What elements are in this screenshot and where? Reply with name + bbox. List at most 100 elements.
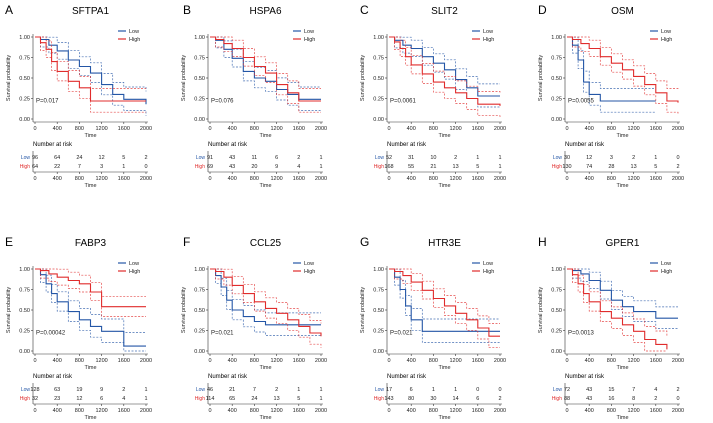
x-axis-label: Time xyxy=(84,365,96,371)
low-survival-curve xyxy=(567,36,656,102)
risk-cell-low: 31 xyxy=(408,155,414,161)
legend-high-label: High xyxy=(661,269,672,275)
panel-letter: H xyxy=(538,235,547,249)
risk-table-title: Number at risk xyxy=(208,374,248,380)
risk-cell-high: 9 xyxy=(275,164,278,170)
y-tick-label: 0.75 xyxy=(194,288,205,294)
y-tick-label: 0.00 xyxy=(551,117,562,123)
high-ci-lower xyxy=(210,36,321,113)
risk-cell-high: 80 xyxy=(408,396,414,402)
low-ci-lower xyxy=(567,268,678,329)
risk-x-tick-label: 2000 xyxy=(140,408,152,414)
risk-cell-low: 6 xyxy=(275,155,278,161)
p-value: P=0.021 xyxy=(211,331,234,337)
y-tick-label: 1.00 xyxy=(551,267,562,273)
risk-cell-low: 9 xyxy=(100,387,103,393)
x-tick-label: 1600 xyxy=(293,358,305,364)
low-ci-lower xyxy=(567,36,656,113)
risk-x-tick-label: 400 xyxy=(585,408,594,414)
legend-high-label: High xyxy=(304,269,315,275)
risk-cell-low: 11 xyxy=(252,155,258,161)
risk-cell-low: 91 xyxy=(207,155,213,161)
risk-cell-high: 55 xyxy=(408,164,414,170)
risk-x-tick-label: 0 xyxy=(33,408,36,414)
risk-cell-high: 43 xyxy=(586,396,592,402)
x-tick-label: 0 xyxy=(208,358,211,364)
y-tick-label: 0.00 xyxy=(194,349,205,355)
y-tick-label: 0.75 xyxy=(19,288,30,294)
risk-cell-high: 13 xyxy=(631,164,637,170)
y-tick-label: 1.00 xyxy=(194,35,205,41)
y-tick-label: 0.50 xyxy=(19,308,30,314)
y-tick-label: 0.25 xyxy=(194,97,205,103)
low-survival-curve xyxy=(35,268,146,347)
risk-x-tick-label: 1600 xyxy=(118,176,130,182)
high-ci-lower xyxy=(389,268,500,349)
risk-cell-low: 2 xyxy=(275,387,278,393)
risk-cell-high: 69 xyxy=(207,164,213,170)
risk-x-tick-label: 400 xyxy=(407,176,416,182)
x-tick-label: 0 xyxy=(387,358,390,364)
p-value: P=0.0061 xyxy=(390,99,417,105)
km-panel-d: D OSM 0.00 0.25 0.50 0.75 1.00 Survival probabi… xyxy=(538,3,684,189)
risk-x-axis-label: Time xyxy=(438,415,450,421)
risk-cell-low: 64 xyxy=(54,155,60,161)
x-tick-label: 1600 xyxy=(650,126,662,132)
legend-low-label: Low xyxy=(304,29,314,35)
high-survival-curve xyxy=(210,268,322,337)
risk-x-tick-label: 1600 xyxy=(472,408,484,414)
risk-cell-low: 2 xyxy=(144,155,147,161)
low-ci-upper xyxy=(389,268,500,320)
km-panel-h: H GPER1 0.00 0.25 0.50 0.75 1.00 Survival proba… xyxy=(538,235,684,421)
x-tick-label: 1600 xyxy=(118,126,130,132)
risk-row-label-high: High xyxy=(374,396,385,402)
risk-cell-low: 1 xyxy=(297,387,300,393)
x-tick-label: 400 xyxy=(585,358,594,364)
risk-cell-low: 12 xyxy=(586,155,592,161)
risk-row-label-high: High xyxy=(195,396,206,402)
risk-cell-high: 0 xyxy=(676,396,679,402)
risk-cell-high: 0 xyxy=(144,164,147,170)
high-ci-lower xyxy=(567,268,667,352)
risk-cell-high: 5 xyxy=(476,164,479,170)
panel-title: HSPA6 xyxy=(249,6,281,17)
risk-x-tick-label: 1600 xyxy=(472,176,484,182)
risk-x-tick-label: 800 xyxy=(250,176,259,182)
y-tick-label: 0.00 xyxy=(373,117,384,123)
risk-x-tick-label: 1200 xyxy=(95,408,107,414)
x-tick-label: 400 xyxy=(585,126,594,132)
risk-cell-low: 3 xyxy=(610,155,613,161)
risk-x-tick-label: 2000 xyxy=(672,176,684,182)
x-tick-label: 0 xyxy=(33,358,36,364)
risk-x-tick-label: 1600 xyxy=(650,408,662,414)
risk-row-label-high: High xyxy=(20,164,31,170)
x-tick-label: 1200 xyxy=(449,126,461,132)
risk-x-tick-label: 2000 xyxy=(315,408,327,414)
high-ci-lower xyxy=(35,268,146,317)
y-tick-label: 0.00 xyxy=(373,349,384,355)
risk-cell-low: 128 xyxy=(30,387,39,393)
risk-cell-high: 28 xyxy=(608,164,614,170)
x-tick-label: 1200 xyxy=(270,126,282,132)
panel-letter: A xyxy=(5,3,13,17)
risk-cell-low: 1 xyxy=(498,155,501,161)
x-tick-label: 2000 xyxy=(672,358,684,364)
risk-cell-high: 4 xyxy=(122,396,125,402)
risk-cell-low: 1 xyxy=(144,387,147,393)
risk-x-tick-label: 1600 xyxy=(118,408,130,414)
high-ci-upper xyxy=(389,268,500,324)
x-tick-label: 1200 xyxy=(627,358,639,364)
x-tick-label: 0 xyxy=(565,126,568,132)
risk-x-tick-label: 400 xyxy=(53,408,62,414)
risk-x-tick-label: 2000 xyxy=(315,176,327,182)
low-ci-upper xyxy=(35,268,146,333)
x-tick-label: 2000 xyxy=(140,126,152,132)
y-axis-label: Survival probability xyxy=(6,287,12,333)
risk-table-title: Number at risk xyxy=(208,142,248,148)
risk-x-tick-label: 0 xyxy=(208,176,211,182)
y-tick-label: 0.50 xyxy=(194,76,205,82)
y-axis-label: Survival probability xyxy=(181,55,187,101)
y-tick-label: 0.50 xyxy=(19,76,30,82)
x-tick-label: 2000 xyxy=(315,126,327,132)
risk-cell-low: 17 xyxy=(386,387,392,393)
